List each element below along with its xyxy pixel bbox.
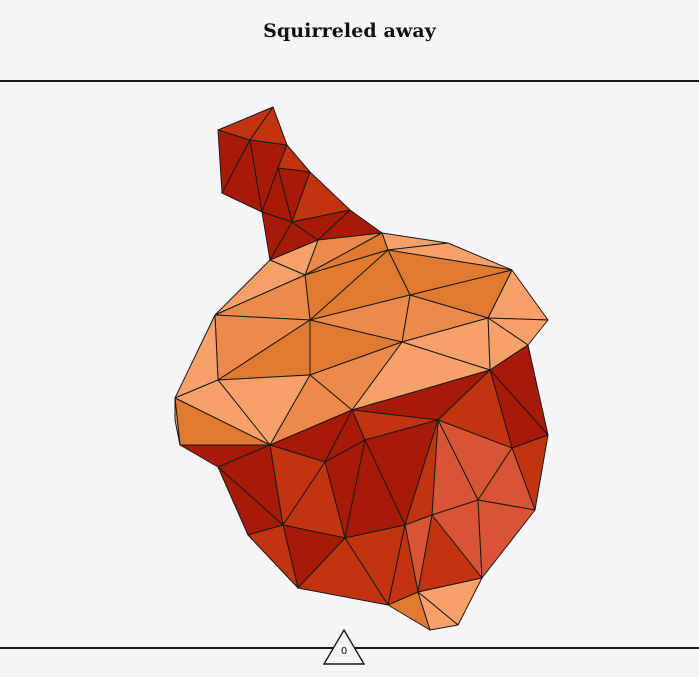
acorn-facet xyxy=(477,499,536,579)
acorn-facet xyxy=(297,537,389,606)
play-area[interactable] xyxy=(0,82,699,648)
score-badge: 0 xyxy=(323,629,365,665)
acorn-facet xyxy=(174,397,181,446)
score-value: 0 xyxy=(340,646,348,657)
header-bar: Squirreled away xyxy=(0,0,699,82)
page-title: Squirreled away xyxy=(263,20,436,42)
acorn-facet xyxy=(247,524,299,589)
triangle-icon xyxy=(323,629,365,665)
acorn-facet xyxy=(417,591,459,631)
acorn-icon[interactable] xyxy=(0,82,699,648)
